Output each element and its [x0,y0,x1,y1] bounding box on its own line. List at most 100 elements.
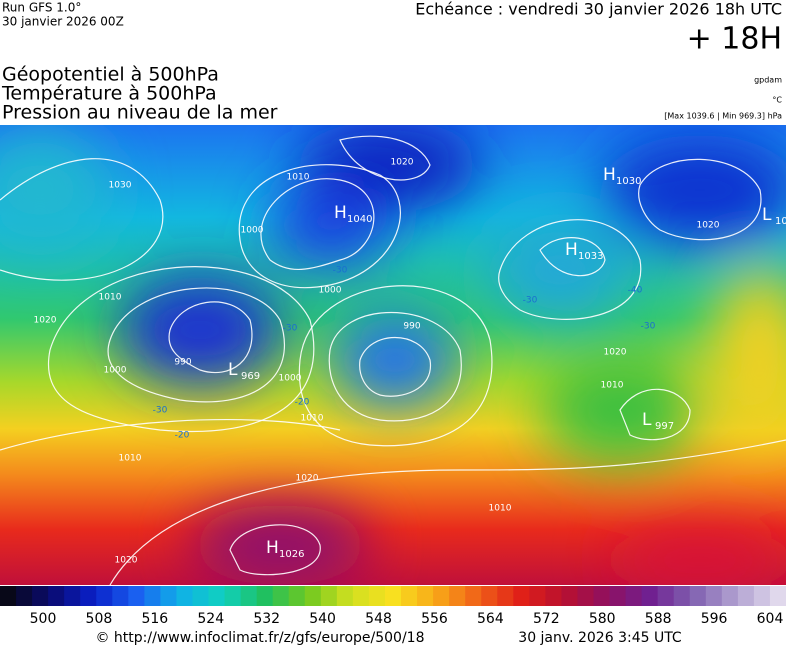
scale-label: 516 [141,611,168,627]
scale-swatch [112,586,129,606]
scale-swatch [657,586,675,606]
scale-swatch [16,586,33,606]
isobar-label: 1020 [34,316,57,326]
scale-swatch [368,586,386,606]
scale-swatch [449,586,466,606]
render-time: 30 janv. 2026 3:45 UTC [518,630,682,646]
scale-swatch [224,586,242,606]
scale-swatch [96,586,113,606]
scale-swatch [160,586,177,606]
scale-swatch [192,586,210,606]
isobar-label: 1010 [489,504,512,514]
unit-label: °C [772,96,782,105]
isobar-label: 1020 [115,556,138,566]
lead-time: + 18H [687,22,782,57]
isobar-label: 1000 [104,366,127,376]
isobar-label: 990 [174,358,191,368]
scale-label: 556 [421,611,448,627]
scale-swatch [80,586,97,606]
scale-label: 604 [757,611,784,627]
temperature-label: -20 [175,431,190,441]
temperature-label: -30 [153,406,168,416]
scale-label: 548 [365,611,392,627]
scale-swatch [593,586,611,606]
scale-label: 540 [309,611,336,627]
scale-swatch [465,586,482,606]
scale-swatch [32,586,49,606]
scale-swatch [128,586,145,606]
scale-swatch [433,586,450,606]
scale-swatch [417,586,434,606]
field-label: Pression au niveau de la mer [2,102,278,124]
scale-label: 508 [86,611,113,627]
scale-swatch [737,586,755,606]
center-type: H [603,165,616,185]
center-value: 1033 [578,251,603,262]
scale-swatch [304,586,322,606]
center-type: H [565,240,578,260]
isobar-label: 1000 [319,286,342,296]
center-type: H [334,203,347,223]
temperature-label: -30 [523,296,538,306]
temperature-label: -20 [295,398,310,408]
center-value: 1026 [279,549,304,560]
scale-swatch [176,586,193,606]
scale-swatch [609,586,627,606]
center-type: L [642,410,652,430]
isobar-label: 1010 [301,414,324,424]
scale-swatch [320,586,338,606]
scale-label: 572 [533,611,560,627]
scale-swatch [64,586,81,606]
source-url: © http://www.infoclimat.fr/z/gfs/europe/… [95,630,424,646]
scale-swatch [256,586,274,606]
scale-swatch [481,586,498,606]
scale-label: 532 [253,611,280,627]
scale-swatch [705,586,723,606]
scale-label: 524 [197,611,224,627]
center-value: 997 [655,421,674,432]
scale-label: 500 [30,611,57,627]
unit-label: gpdam [754,76,782,85]
center-value: 1040 [347,214,372,225]
scale-label: 588 [645,611,672,627]
scale-swatch [0,586,17,606]
isobar-label: 1030 [109,181,132,191]
scale-swatch [48,586,65,606]
isobars [0,135,786,585]
center-value: 969 [241,371,260,382]
isobar-label: 1010 [99,293,122,303]
forecast-time: Echéance : vendredi 30 janvier 2026 18h … [415,0,782,19]
scale-swatch [513,586,530,606]
unit-label: [Max 1039.6 | Min 969.3] hPa [664,112,782,121]
isobar-label: 1000 [241,226,264,236]
scale-swatch [352,586,370,606]
temperature-label: -30 [283,324,298,334]
scale-swatch [625,586,643,606]
scale-swatch [577,586,595,606]
scale-swatch [336,586,354,606]
field-label: Température à 500hPa [1,83,217,105]
temperature-label: -40 [628,286,643,296]
scale-swatch [144,586,161,606]
scale-swatch [753,586,771,606]
scale-swatch [769,586,786,606]
isobar-label: 1020 [391,158,414,168]
scale-swatch [384,586,402,606]
temperature-label: -30 [333,266,348,276]
center-type: L [228,360,238,380]
scale-label: 596 [701,611,728,627]
scale-swatch [240,586,258,606]
scale-label: 580 [589,611,616,627]
isobar-label: 1010 [287,173,310,183]
run-date: 30 janvier 2026 00Z [2,15,124,29]
scale-swatch [689,586,707,606]
isobar-label: 1020 [296,474,319,484]
isobar-label: 1010 [601,381,624,391]
scale-swatch [497,586,514,606]
scale-swatch [401,586,418,606]
scale-swatch [673,586,691,606]
isobar-label: 1000 [279,374,302,384]
scale-swatch [529,586,546,606]
scale-swatch [561,586,578,606]
scale-label: 564 [477,611,504,627]
